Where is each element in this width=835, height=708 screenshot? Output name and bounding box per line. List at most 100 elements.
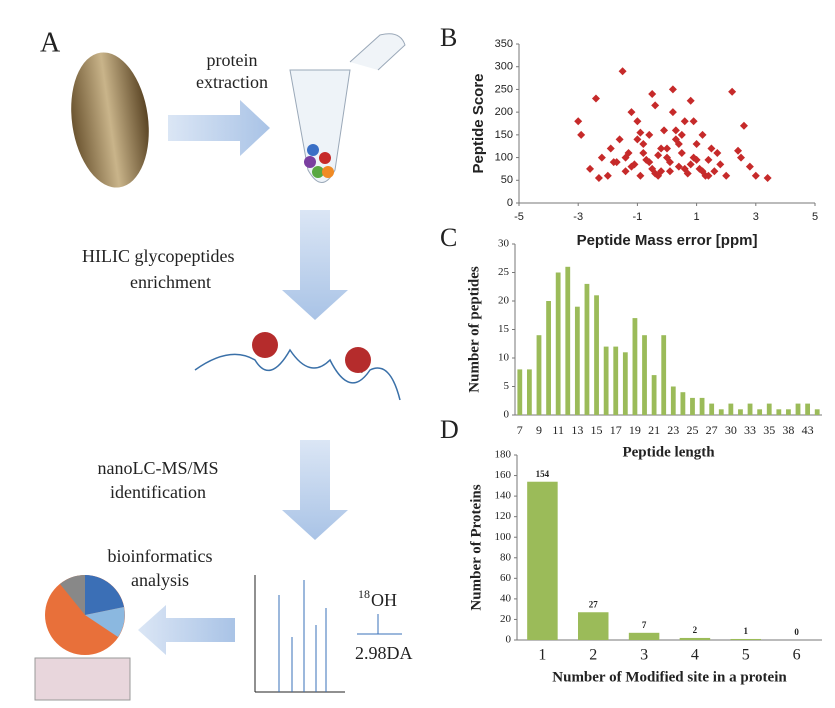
point [586, 164, 595, 173]
bar [517, 369, 523, 415]
point [668, 85, 677, 94]
point [734, 146, 743, 155]
x-tick-label: 21 [648, 423, 660, 437]
bead [304, 156, 316, 168]
bar [527, 481, 558, 640]
point [645, 130, 654, 139]
bar [730, 638, 761, 640]
bar [699, 397, 705, 415]
x-tick-label: 15 [591, 423, 603, 437]
bar [536, 335, 542, 415]
bead [307, 144, 319, 156]
bar [651, 375, 657, 415]
mass-shift: 2.98DA [355, 643, 413, 663]
isotope: 18 [358, 587, 370, 601]
x-tick-label: 33 [744, 423, 756, 437]
bar [574, 306, 580, 415]
point [689, 117, 698, 126]
glycan [345, 347, 371, 373]
y-tick-label: 180 [495, 449, 512, 461]
bar [690, 397, 695, 415]
y-tick-label: 80 [500, 551, 512, 563]
point [594, 174, 603, 183]
point [660, 126, 669, 135]
x-tick-label: 4 [691, 647, 699, 664]
point [639, 149, 648, 158]
point [633, 135, 642, 144]
data-label: 27 [589, 599, 599, 609]
point [633, 117, 642, 126]
point [574, 117, 583, 126]
x-axis-title: Peptide Mass error [ppm] [577, 232, 758, 249]
step-text: analysis [131, 570, 189, 590]
y-tick-label: 140 [495, 490, 512, 502]
point [677, 130, 686, 139]
bar [795, 403, 801, 415]
x-tick-label: 5 [812, 211, 818, 223]
bar [747, 403, 753, 415]
y-tick-label: 20 [498, 295, 510, 307]
point [618, 67, 627, 76]
y-tick-label: 60 [500, 572, 512, 584]
x-axis-title: Peptide length [622, 444, 715, 460]
y-axis-title: Peptide Score [470, 73, 487, 173]
arrow [138, 605, 235, 655]
step-text: nanoLC-MS/MS [97, 458, 218, 478]
point [686, 96, 695, 105]
data-label: 154 [536, 469, 550, 479]
point [657, 144, 666, 153]
point [692, 155, 701, 164]
bar [546, 301, 551, 415]
x-tick-label: 1 [694, 211, 700, 223]
bar [766, 403, 772, 415]
x-tick-label: -5 [514, 211, 524, 223]
bar [661, 335, 667, 415]
data-label: 1 [744, 626, 749, 636]
point [636, 171, 645, 180]
bar [738, 409, 743, 415]
bar [757, 409, 763, 415]
point [698, 167, 707, 176]
pie-slice [85, 575, 124, 615]
point [627, 108, 636, 117]
point [663, 144, 671, 153]
step-text: HILIC glycopeptides [82, 246, 234, 266]
step-text: enrichment [130, 272, 211, 292]
point [612, 158, 621, 167]
data-label: 7 [642, 620, 647, 630]
y-tick-label: 150 [495, 129, 513, 141]
point [751, 171, 760, 180]
bar [728, 403, 734, 415]
point [737, 153, 745, 162]
point [677, 149, 686, 158]
y-tick-label: 15 [498, 323, 510, 335]
y-tick-label: 0 [507, 197, 513, 209]
bar [709, 403, 715, 415]
point [615, 135, 624, 144]
glycopeptide [194, 348, 401, 401]
point [671, 126, 680, 135]
bar [642, 335, 647, 415]
point [710, 167, 719, 176]
y-tick-label: 160 [495, 469, 512, 481]
step-text: identification [110, 482, 206, 502]
point [707, 144, 716, 153]
y-tick-label: 200 [495, 106, 513, 118]
y-tick-label: 5 [504, 380, 510, 392]
bar [622, 352, 628, 415]
point [597, 153, 606, 162]
point [591, 94, 600, 103]
bar [594, 295, 599, 415]
x-tick-label: 3 [640, 647, 648, 664]
y-tick-label: 25 [498, 266, 510, 278]
bar [628, 632, 660, 640]
step-text: extraction [196, 72, 268, 92]
point [763, 174, 772, 183]
x-tick-label: 35 [763, 423, 775, 437]
x-tick-label: 2 [589, 647, 597, 664]
group: OH [371, 590, 397, 610]
y-tick-label: 0 [506, 634, 512, 646]
x-tick-label: 13 [571, 423, 583, 437]
bar [613, 346, 619, 415]
y-axis-title: Number of Proteins [468, 484, 484, 610]
